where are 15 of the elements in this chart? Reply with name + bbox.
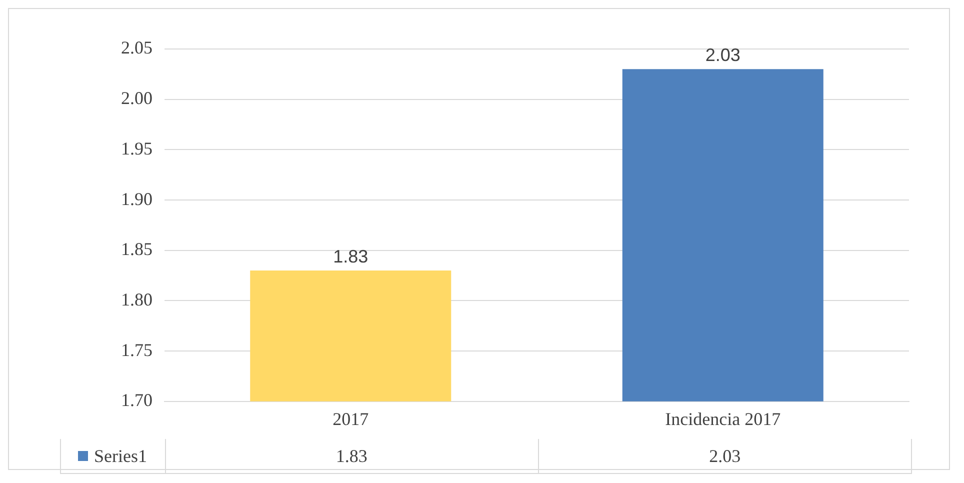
text: 1.83 (333, 246, 368, 266)
y-tick-label: 2.05 (121, 38, 152, 58)
y-tick-label: 1.90 (121, 188, 152, 209)
text: 2.03 (705, 45, 740, 66)
data-label: 2.03 (538, 439, 912, 474)
data-label: 1.83 (164, 439, 538, 474)
y-tick-label: 1.95 (121, 138, 152, 158)
x-tick-label: Incidencia 2017 (665, 408, 781, 429)
legend-label: Series1 (94, 446, 147, 466)
x-tick-label: 2017 (332, 408, 369, 429)
y-tick-label: 1.75 (121, 340, 152, 360)
y-tick-label: 2.00 (121, 88, 152, 108)
y-tick-label: 1.85 (121, 239, 152, 260)
y-tick-label: 1.70 (121, 390, 152, 410)
y-tick-label: 1.80 (121, 289, 152, 310)
